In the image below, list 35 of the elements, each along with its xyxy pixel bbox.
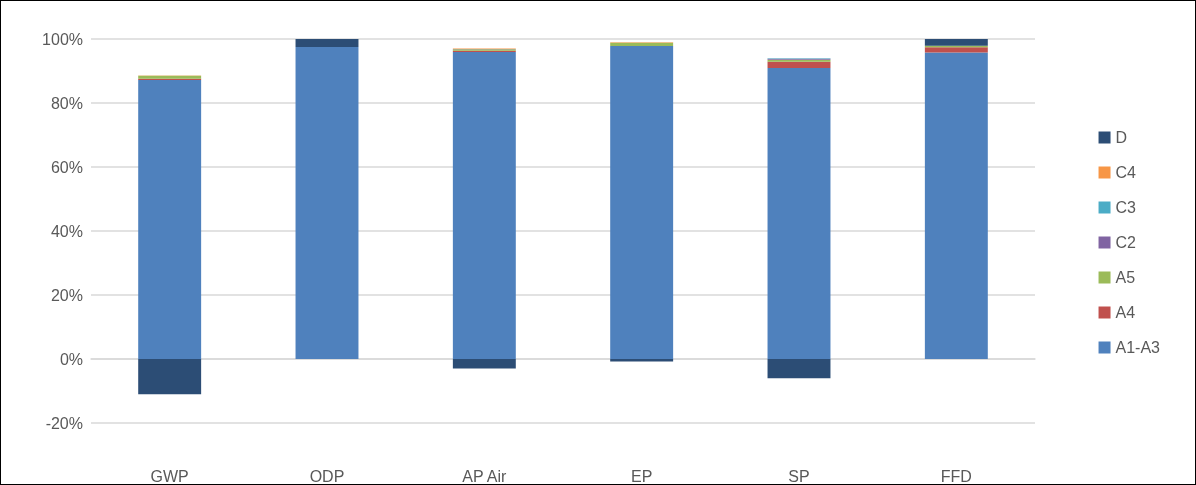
x-tick-label: AP Air <box>462 467 508 485</box>
y-tick-label: 60% <box>50 158 83 176</box>
bar <box>924 47 988 53</box>
bar <box>610 46 674 359</box>
y-tick-label: 100% <box>42 30 83 48</box>
bar <box>610 42 674 47</box>
bar <box>610 359 674 362</box>
bar <box>452 52 516 359</box>
y-tick-label: 20% <box>50 286 83 304</box>
legend-label: A1-A3 <box>1115 339 1161 356</box>
x-tick-label: ODP <box>309 467 345 485</box>
bar <box>767 61 831 69</box>
legend-label: A5 <box>1115 269 1136 286</box>
x-tick-label: SP <box>788 467 810 485</box>
bar <box>924 52 988 359</box>
bar <box>138 359 202 395</box>
y-tick-label: 0% <box>59 350 83 368</box>
bar <box>295 47 359 359</box>
bar <box>295 39 359 47</box>
y-tick-label: 40% <box>50 222 83 240</box>
legend-label: A4 <box>1115 304 1136 321</box>
x-tick-label: EP <box>630 467 653 485</box>
y-tick-label: 80% <box>50 94 83 112</box>
y-tick-label: -20% <box>45 414 83 432</box>
legend-label: D <box>1115 129 1128 146</box>
x-tick-label: GWP <box>150 467 189 485</box>
legend-label: C4 <box>1115 164 1137 181</box>
bar <box>452 359 516 369</box>
legend-label: C3 <box>1115 199 1137 216</box>
x-tick-label: FFD <box>940 467 972 485</box>
bar <box>924 39 988 46</box>
legend-label: C2 <box>1115 234 1137 251</box>
bar <box>767 68 831 359</box>
bar <box>138 79 202 359</box>
bar <box>767 359 831 379</box>
